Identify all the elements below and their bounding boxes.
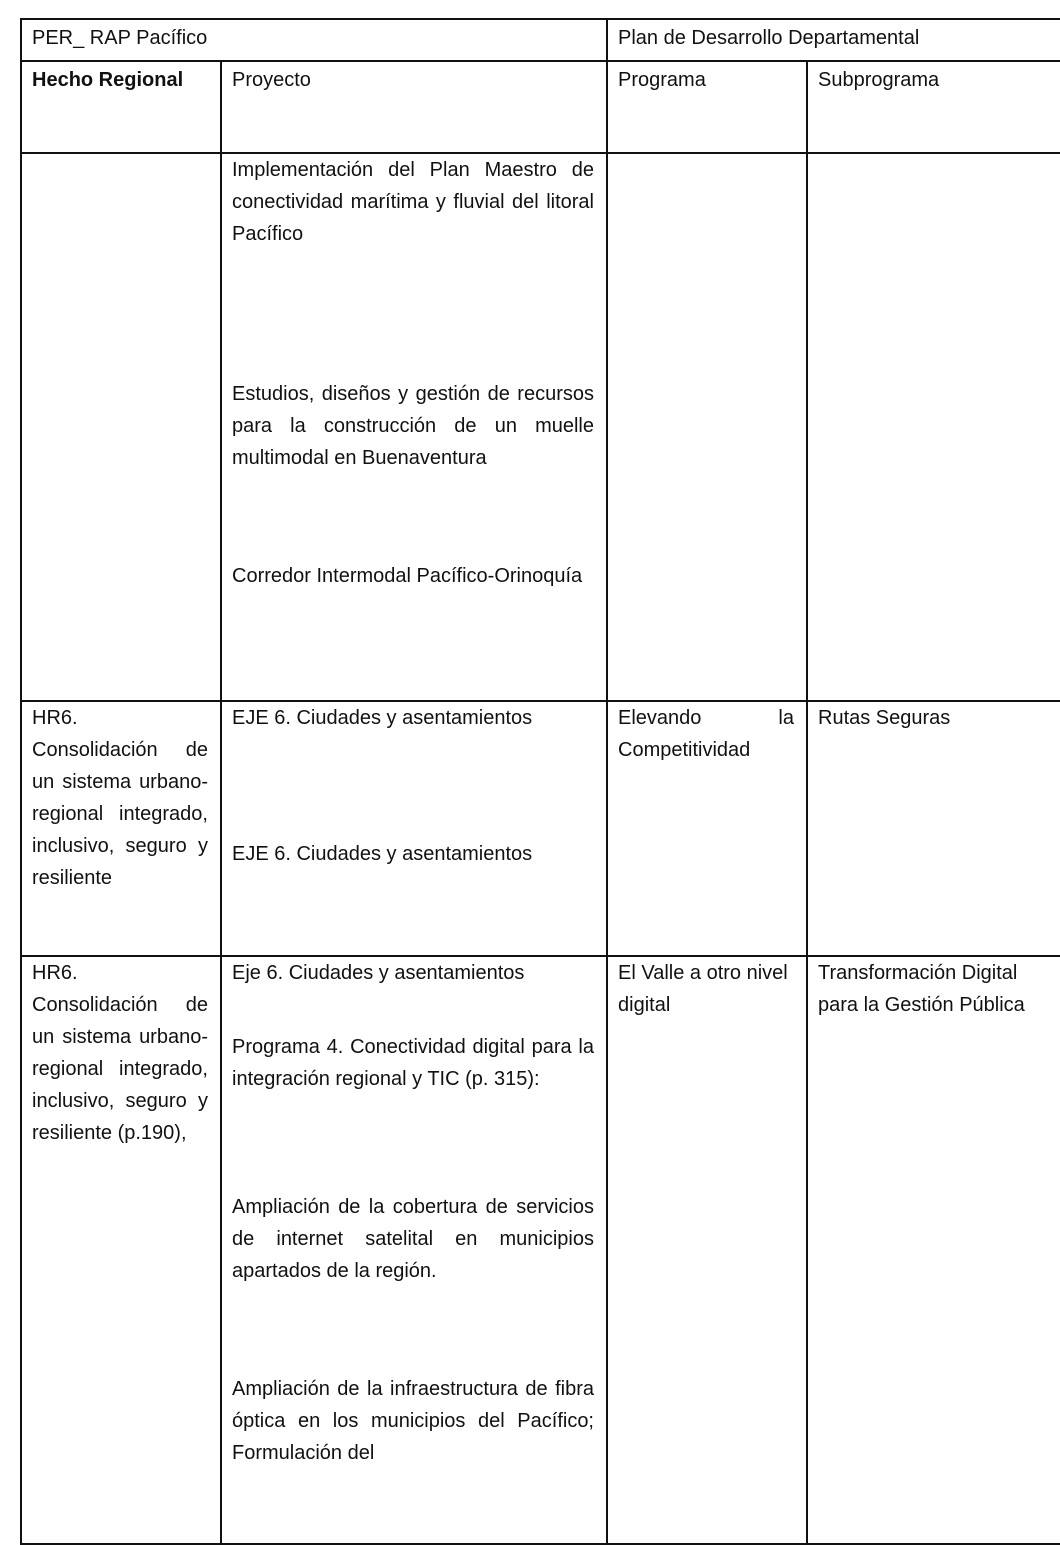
paragraph: Implementación del Plan Maestro de conec… xyxy=(232,159,594,245)
cell: El Valle a otro nivel digital xyxy=(606,955,808,1545)
paragraph: El Valle a otro nivel digital xyxy=(618,962,788,1016)
paragraph: HR6. Consolidación de un sistema urbano-… xyxy=(32,707,208,889)
header-cell: PER_ RAP Pacífico xyxy=(20,18,608,62)
column-title: Hecho Regional xyxy=(32,69,184,91)
cell xyxy=(20,152,222,702)
cell: Implementación del Plan Maestro de conec… xyxy=(220,152,608,702)
paragraph: Transformación Digital para la Gestión P… xyxy=(818,962,1025,1016)
paragraph: EJE 6. Ciudades y asentamientos xyxy=(232,843,533,865)
cell xyxy=(806,152,1060,702)
cell: EJE 6. Ciudades y asentamientos EJE 6. C… xyxy=(220,700,608,957)
column-header: Subprograma xyxy=(806,60,1060,154)
column-header: Programa xyxy=(606,60,808,154)
paragraph: EJE 6. Ciudades y asentamientos xyxy=(232,707,533,729)
paragraph: HR6. Consolidación de un sistema urbano-… xyxy=(32,962,208,1144)
cell: Elevando la Competitividad xyxy=(606,700,808,957)
column-title: Programa xyxy=(618,69,706,91)
paragraph: Programa 4. Conectividad digital para la… xyxy=(232,1036,594,1090)
paragraph: Rutas Seguras xyxy=(818,707,951,729)
column-title: Subprograma xyxy=(818,69,940,91)
paragraph: Eje 6. Ciudades y asentamientos xyxy=(232,962,525,984)
paragraph: Ampliación de la infraestructura de fibr… xyxy=(232,1378,594,1464)
paragraph: Ampliación de la cobertura de servicios … xyxy=(232,1196,594,1282)
header-text: Plan de Desarrollo Departamental xyxy=(618,27,920,49)
cell: Eje 6. Ciudades y asentamientos Programa… xyxy=(220,955,608,1545)
cell: Rutas Seguras xyxy=(806,700,1060,957)
column-header: Proyecto xyxy=(220,60,608,154)
cell xyxy=(606,152,808,702)
cell: Transformación Digital para la Gestión P… xyxy=(806,955,1060,1545)
header-text: PER_ RAP Pacífico xyxy=(32,27,208,49)
column-title: Proyecto xyxy=(232,69,311,91)
header-cell: Plan de Desarrollo Departamental xyxy=(606,18,1060,62)
paragraph: Estudios, diseños y gestión de recursos … xyxy=(232,383,594,469)
paragraph: Elevando la Competitividad xyxy=(618,707,794,761)
cell: HR6. Consolidación de un sistema urbano-… xyxy=(20,955,222,1545)
cell: HR6. Consolidación de un sistema urbano-… xyxy=(20,700,222,957)
paragraph: Corredor Intermodal Pacífico-Orinoquía xyxy=(232,565,583,587)
column-header: Hecho Regional xyxy=(20,60,222,154)
